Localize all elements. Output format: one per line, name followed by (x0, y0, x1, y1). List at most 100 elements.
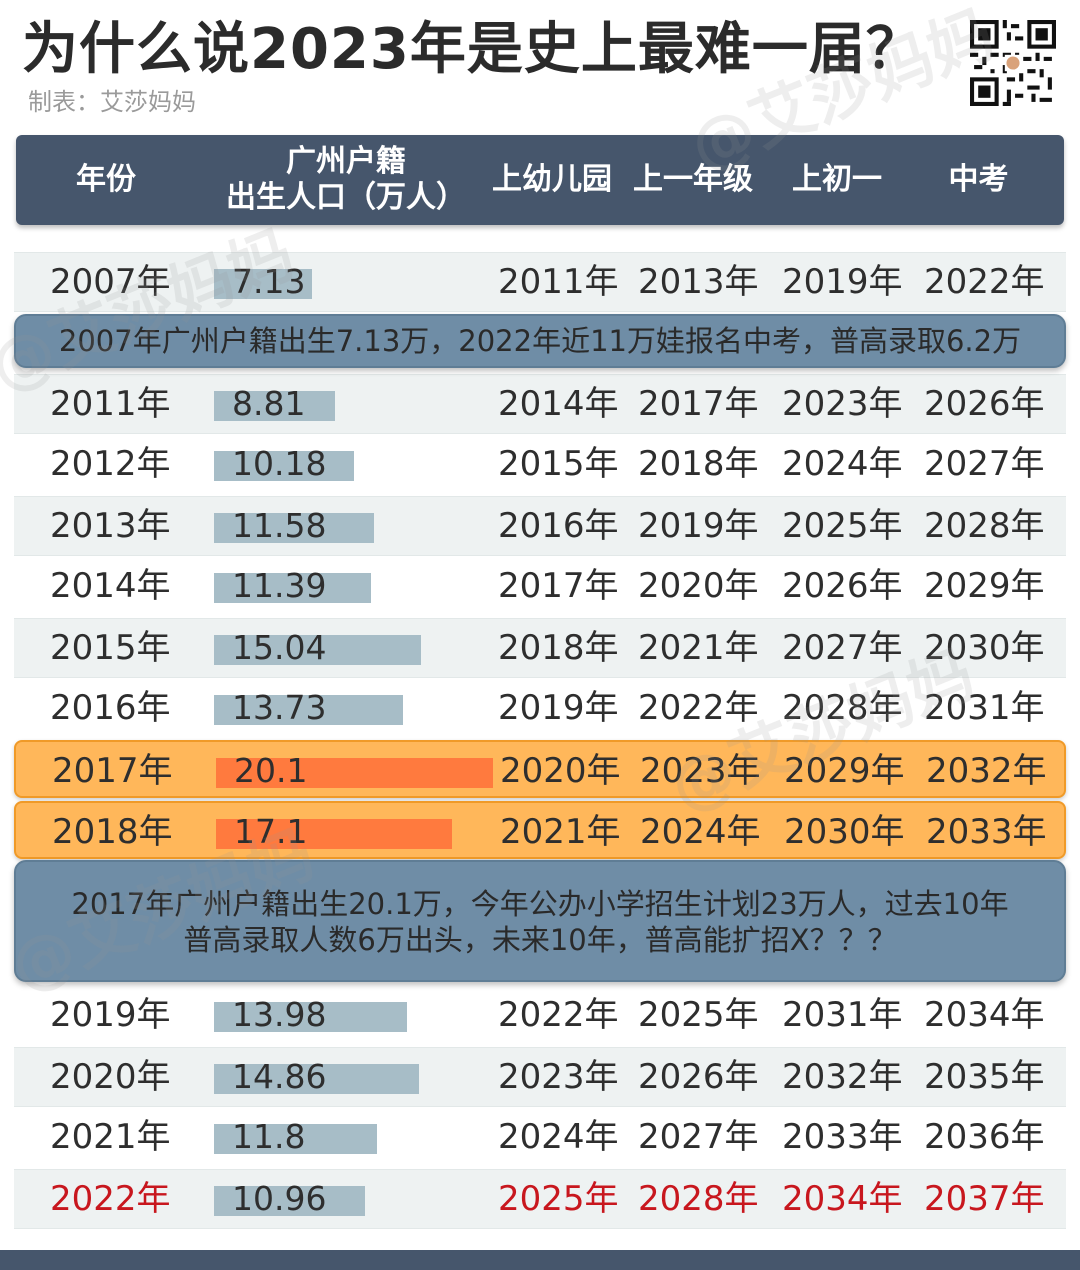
cell-kindergarten: 2022年 (498, 995, 619, 1035)
births-bar (216, 819, 452, 849)
births-bar (214, 1124, 377, 1154)
cell-year: 2015年 (50, 628, 171, 668)
cell-year: 2014年 (50, 566, 171, 606)
births-value-label: 10.18 (232, 444, 327, 483)
births-value-label: 10.96 (232, 1179, 327, 1218)
page-title: 为什么说2023年是史上最难一届？ (22, 17, 923, 82)
births-value-label: 14.86 (232, 1057, 327, 1096)
table-row: 2016年 13.73 2019年 2022年 2028年 2031年 (14, 679, 1066, 737)
cell-junior1: 2034年 (782, 1179, 903, 1219)
births-bar (214, 573, 371, 603)
cell-zhongkao: 2027年 (924, 444, 1045, 484)
cell-zhongkao: 2022年 (924, 262, 1045, 302)
header-zhongkao: 中考 (948, 162, 1009, 197)
births-value-label: 17.1 (234, 812, 308, 851)
cell-junior1: 2023年 (782, 384, 903, 424)
table-row: 2011年 8.81 2014年 2017年 2023年 2026年 (14, 374, 1066, 434)
births-value-label: 8.81 (232, 384, 306, 423)
births-value-label: 15.04 (232, 628, 327, 667)
cell-grade1: 2021年 (638, 628, 759, 668)
cell-kindergarten: 2017年 (498, 566, 619, 606)
qr-code-icon (970, 20, 1056, 106)
table-row: 2020年 14.86 2023年 2026年 2032年 2035年 (14, 1047, 1066, 1107)
cell-junior1: 2031年 (782, 995, 903, 1035)
cell-junior1: 2030年 (784, 812, 905, 852)
cell-kindergarten: 2018年 (498, 628, 619, 668)
table-row: 2021年 11.8 2024年 2027年 2033年 2036年 (14, 1108, 1066, 1166)
cell-year: 2021年 (50, 1117, 171, 1157)
cell-junior1: 2026年 (782, 566, 903, 606)
cell-junior1: 2028年 (782, 688, 903, 728)
cell-kindergarten: 2015年 (498, 444, 619, 484)
cell-year: 2018年 (52, 812, 173, 852)
cell-grade1: 2013年 (638, 262, 759, 302)
births-bar (216, 758, 493, 788)
cell-year: 2013年 (50, 506, 171, 546)
cell-junior1: 2029年 (784, 751, 905, 791)
table-header: 年份 广州户籍 出生人口（万人） 上幼儿园 上一年级 上初一 中考 (16, 135, 1064, 225)
header-junior1: 上初一 (792, 162, 882, 197)
annotation-2017-line1: 2017年广州户籍出生20.1万，今年公办小学招生计划23万人，过去10年 (71, 887, 1009, 921)
cell-zhongkao: 2029年 (924, 566, 1045, 606)
births-bar (214, 695, 403, 725)
cell-kindergarten: 2019年 (498, 688, 619, 728)
table-row: 2014年 11.39 2017年 2020年 2026年 2029年 (14, 557, 1066, 615)
cell-year: 2017年 (52, 751, 173, 791)
table-row: 2017年 20.1 2020年 2023年 2029年 2032年 (14, 740, 1066, 798)
births-value-label: 13.73 (232, 688, 327, 727)
births-value-label: 11.58 (232, 506, 327, 545)
cell-junior1: 2025年 (782, 506, 903, 546)
cell-junior1: 2027年 (782, 628, 903, 668)
births-value-label: 20.1 (234, 751, 308, 790)
births-value-label: 11.8 (232, 1117, 306, 1156)
cell-grade1: 2023年 (640, 751, 761, 791)
births-bar (214, 513, 374, 543)
cell-year: 2007年 (50, 262, 171, 302)
cell-junior1: 2033年 (782, 1117, 903, 1157)
cell-zhongkao: 2031年 (924, 688, 1045, 728)
header-births-line1: 广州户籍 (286, 144, 406, 179)
births-bar (214, 1002, 407, 1032)
cell-zhongkao: 2032年 (926, 751, 1047, 791)
cell-zhongkao: 2033年 (926, 812, 1047, 852)
births-bar (214, 1186, 365, 1216)
cell-zhongkao: 2035年 (924, 1057, 1045, 1097)
header-kindergarten: 上幼儿园 (492, 162, 612, 197)
table-row: 2022年 10.96 2025年 2028年 2034年 2037年 (14, 1169, 1066, 1229)
cell-kindergarten: 2024年 (498, 1117, 619, 1157)
table-row: 2007年 7.13 2011年 2013年 2019年 2022年 (14, 252, 1066, 312)
cell-grade1: 2019年 (638, 506, 759, 546)
cell-zhongkao: 2037年 (924, 1179, 1045, 1219)
cell-grade1: 2025年 (638, 995, 759, 1035)
table-row: 2015年 15.04 2018年 2021年 2027年 2030年 (14, 618, 1066, 678)
births-value-label: 13.98 (232, 995, 327, 1034)
cell-zhongkao: 2034年 (924, 995, 1045, 1035)
annotation-2017-line2: 普高录取人数6万出头，未来10年，普高能扩招X？？？ (183, 923, 897, 957)
cell-kindergarten: 2011年 (498, 262, 619, 302)
annotation-2007: 2007年广州户籍出生7.13万，2022年近11万娃报名中考，普高录取6.2万 (14, 314, 1066, 368)
cell-year: 2016年 (50, 688, 171, 728)
cell-zhongkao: 2036年 (924, 1117, 1045, 1157)
births-bar (214, 269, 312, 299)
table-row: 2013年 11.58 2016年 2019年 2025年 2028年 (14, 496, 1066, 556)
header-births-line2: 出生人口（万人） (226, 180, 466, 215)
footer-bar (0, 1250, 1080, 1270)
cell-kindergarten: 2016年 (498, 506, 619, 546)
table-row: 2019年 13.98 2022年 2025年 2031年 2034年 (14, 986, 1066, 1044)
cell-grade1: 2022年 (638, 688, 759, 728)
cell-junior1: 2032年 (782, 1057, 903, 1097)
cell-zhongkao: 2026年 (924, 384, 1045, 424)
cell-grade1: 2017年 (638, 384, 759, 424)
cell-zhongkao: 2030年 (924, 628, 1045, 668)
cell-year: 2019年 (50, 995, 171, 1035)
header-year: 年份 (76, 162, 136, 197)
births-bar (214, 451, 354, 481)
cell-year: 2020年 (50, 1057, 171, 1097)
births-bar (214, 1064, 419, 1094)
cell-zhongkao: 2028年 (924, 506, 1045, 546)
births-value-label: 11.39 (232, 566, 327, 605)
header-births: 广州户籍 出生人口（万人） (196, 135, 496, 225)
cell-junior1: 2019年 (782, 262, 903, 302)
cell-kindergarten: 2025年 (498, 1179, 619, 1219)
cell-kindergarten: 2020年 (500, 751, 621, 791)
